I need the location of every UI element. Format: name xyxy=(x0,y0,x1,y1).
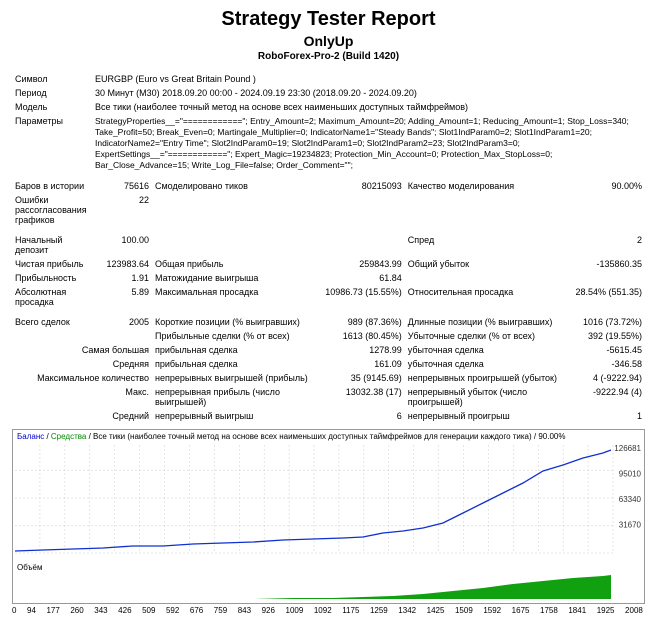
ptrades-label: Прибыльные сделки (% от всех) xyxy=(152,329,322,343)
avgp-label: прибыльная сделка xyxy=(152,357,322,371)
avgl-value: -346.58 xyxy=(572,357,645,371)
balance-svg: 126681 95010 63340 31670 xyxy=(13,443,644,558)
total-value: 2005 xyxy=(92,315,152,329)
quality-value: 90.00% xyxy=(572,179,645,193)
consl-label: непрерывный убыток (число проигрышей) xyxy=(405,385,573,409)
avgcw-label: непрерывный выигрыш xyxy=(152,409,322,423)
svg-text:31670: 31670 xyxy=(619,521,642,530)
payoff-value: 61.84 xyxy=(322,271,405,285)
avgcl-value: 1 xyxy=(572,409,645,423)
mismatch-label: Ошибки рассогласования графиков xyxy=(12,193,92,227)
consl-value: -9222.94 (4) xyxy=(572,385,645,409)
short-value: 989 (87.36%) xyxy=(322,315,405,329)
reldd-label: Относительная просадка xyxy=(405,285,573,309)
svg-text:63340: 63340 xyxy=(619,495,642,504)
consloss-value: 4 (-9222.94) xyxy=(572,371,645,385)
avgcons-label: Средний xyxy=(12,409,152,423)
symbol-label: Символ xyxy=(12,72,92,86)
svg-text:126681: 126681 xyxy=(614,444,641,453)
ltrades-value: 392 (19.55%) xyxy=(572,329,645,343)
short-label: Короткие позиции (% выигравших) xyxy=(152,315,322,329)
report-title: Strategy Tester Report xyxy=(12,8,645,31)
largel-value: -5615.45 xyxy=(572,343,645,357)
period-value: 30 Минут (M30) 2018.09.20 00:00 - 2024.0… xyxy=(92,86,645,100)
model-value: Все тики (наиболее точный метод на основ… xyxy=(92,100,645,114)
volume-label: Объём xyxy=(13,561,644,574)
equity-legend: Средства xyxy=(51,432,86,441)
avg-label: Средняя xyxy=(12,357,152,371)
ltrades-label: Убыточные сделки (% от всех) xyxy=(405,329,573,343)
period-label: Период xyxy=(12,86,92,100)
quality-label: Качество моделирования xyxy=(405,179,573,193)
spread-label: Спред xyxy=(405,233,573,257)
grossprofit-value: 259843.99 xyxy=(322,257,405,271)
avgcw-value: 6 xyxy=(322,409,405,423)
long-label: Длинные позиции (% выигравших) xyxy=(405,315,573,329)
params-label: Параметры xyxy=(12,114,92,173)
maxdd-value: 10986.73 (15.55%) xyxy=(322,285,405,309)
report-build: RoboForex-Pro-2 (Build 1420) xyxy=(12,51,645,62)
consp-value: 13032.38 (17) xyxy=(322,385,405,409)
absdd-value: 5.89 xyxy=(92,285,152,309)
grossloss-label: Общий убыток xyxy=(405,257,573,271)
pf-label: Прибыльность xyxy=(12,271,92,285)
spread-value: 2 xyxy=(572,233,645,257)
avgp-value: 161.09 xyxy=(322,357,405,371)
largest-label: Самая большая xyxy=(12,343,152,357)
maxcons-label: Максимальное количество xyxy=(12,371,152,385)
payoff-label: Матожидание выигрыша xyxy=(152,271,322,285)
info-table: Символ EURGBP (Euro vs Great Britain Pou… xyxy=(12,72,645,423)
chart-legend: Баланс / Средства / Все тики (наиболее т… xyxy=(13,430,644,443)
symbol-value: EURGBP (Euro vs Great Britain Pound ) xyxy=(92,72,645,86)
bars-value: 75616 xyxy=(92,179,152,193)
avgl-label: убыточная сделка xyxy=(405,357,573,371)
chart-tail: / Все тики (наиболее точный метод на осн… xyxy=(89,432,566,441)
ptrades-value: 1613 (80.45%) xyxy=(322,329,405,343)
netprofit-label: Чистая прибыль xyxy=(12,257,92,271)
ticks-value: 80215093 xyxy=(322,179,405,193)
svg-text:95010: 95010 xyxy=(619,470,642,479)
mismatch-value: 22 xyxy=(92,193,152,227)
conswins-label: непрерывных выигрышей (прибыль) xyxy=(152,371,322,385)
model-label: Модель xyxy=(12,100,92,114)
avgcl-label: непрерывный проигрыш xyxy=(405,409,573,423)
pf-value: 1.91 xyxy=(92,271,152,285)
netprofit-value: 123983.64 xyxy=(92,257,152,271)
largep-label: прибыльная сделка xyxy=(152,343,322,357)
maximal-label: Макс. xyxy=(12,385,152,409)
absdd-label: Абсолютная просадка xyxy=(12,285,92,309)
ticks-label: Смоделировано тиков xyxy=(152,179,322,193)
volume-svg xyxy=(13,574,644,600)
maxdd-label: Максимальная просадка xyxy=(152,285,322,309)
deposit-label: Начальный депозит xyxy=(12,233,92,257)
balance-chart: Баланс / Средства / Все тики (наиболее т… xyxy=(12,429,645,604)
largel-label: убыточная сделка xyxy=(405,343,573,357)
report-subtitle: OnlyUp xyxy=(12,33,645,49)
grossprofit-label: Общая прибыль xyxy=(152,257,322,271)
balance-legend: Баланс xyxy=(17,432,44,441)
deposit-value: 100.00 xyxy=(92,233,152,257)
reldd-value: 28.54% (551.35) xyxy=(572,285,645,309)
total-label: Всего сделок xyxy=(12,315,92,329)
consloss-label: непрерывных проигрышей (убыток) xyxy=(405,371,573,385)
long-value: 1016 (73.72%) xyxy=(572,315,645,329)
conswins-value: 35 (9145.69) xyxy=(322,371,405,385)
consp-label: непрерывная прибыль (число выигрышей) xyxy=(152,385,322,409)
params-value: StrategyProperties__="============"; Ent… xyxy=(92,114,645,173)
x-axis-ticks: 0941772603434265095926767598439261009109… xyxy=(12,606,643,615)
bars-label: Баров в истории xyxy=(12,179,92,193)
grossloss-value: -135860.35 xyxy=(572,257,645,271)
largep-value: 1278.99 xyxy=(322,343,405,357)
